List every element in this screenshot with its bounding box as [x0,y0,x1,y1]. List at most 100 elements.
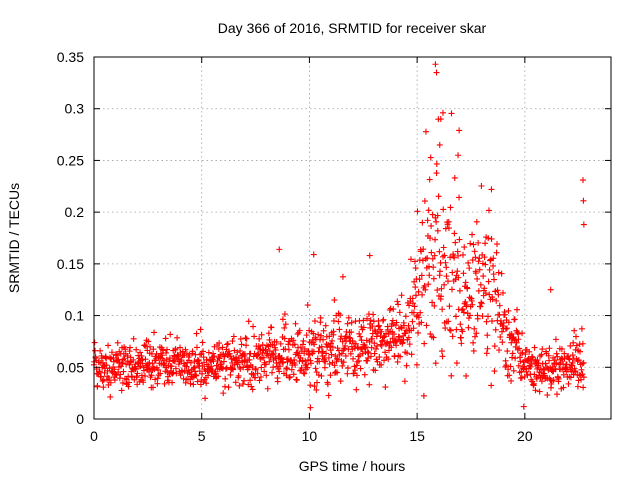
data-point [444,278,451,285]
data-point [554,353,561,360]
data-point [331,297,338,304]
data-point [237,335,244,342]
data-point [460,270,467,277]
data-point [487,257,494,264]
data-point [482,240,489,247]
data-point [488,318,495,325]
data-point [333,355,340,362]
data-point [286,374,293,381]
data-point [517,358,524,365]
data-point [466,312,473,319]
data-point [534,357,541,364]
data-point [149,360,156,367]
data-point [344,370,351,377]
data-point [108,349,115,356]
data-point [353,386,360,393]
data-point [274,378,281,385]
data-point [190,365,197,372]
data-point [249,386,256,393]
data-point [477,303,484,310]
data-point [258,364,265,371]
data-point [364,315,371,322]
data-point [442,259,449,266]
data-point [281,311,288,318]
data-point [574,383,581,390]
data-point [247,377,254,384]
data-point [397,353,404,360]
data-point [254,351,261,358]
data-point [446,303,453,310]
data-point [313,386,320,393]
data-point [411,303,418,310]
data-point [466,265,473,272]
data-point [98,373,105,380]
data-point [547,286,554,293]
data-point [519,349,526,356]
data-point [187,380,194,387]
data-point [403,362,410,369]
data-point [499,322,506,329]
data-point [436,141,443,148]
data-point [394,358,401,365]
data-point [497,334,504,341]
data-point [142,373,149,380]
data-point [492,326,499,333]
data-point [276,368,283,375]
data-point [320,336,327,343]
data-point [114,352,121,359]
data-point [330,317,337,324]
data-point [474,315,481,322]
data-point [490,271,497,278]
data-point [509,354,516,361]
data-point [550,376,557,383]
data-point [478,182,485,189]
data-point [107,393,114,400]
data-point [424,217,431,224]
data-point [270,364,277,371]
data-point [175,353,182,360]
data-point [393,337,400,344]
data-point [307,382,314,389]
data-point [132,365,139,372]
data-point [194,378,201,385]
data-point [567,374,574,381]
data-point [235,372,242,379]
data-point [345,314,352,321]
data-point [430,275,437,282]
data-point [243,342,250,349]
data-point [579,177,586,184]
data-point [488,382,495,389]
data-point [240,364,247,371]
data-point [490,262,497,269]
data-point [382,384,389,391]
data-point [476,266,483,273]
data-point [430,334,437,341]
data-point [276,246,283,253]
data-point [329,337,336,344]
data-point [277,363,284,370]
data-point [229,338,236,345]
data-point [193,372,200,379]
data-point [380,334,387,341]
data-point [130,356,137,363]
data-point [146,368,153,375]
data-point [506,372,513,379]
data-point [531,344,538,351]
data-point [499,289,506,296]
data-point [414,208,421,215]
data-point [174,334,181,341]
data-point [318,332,325,339]
data-point [197,326,204,333]
data-point [255,343,262,350]
data-point [434,287,441,294]
data-point [222,375,229,382]
data-point [443,264,450,271]
data-point [518,374,525,381]
data-point [419,291,426,298]
data-point [483,318,490,325]
data-point [127,344,134,351]
data-point [284,365,291,372]
data-point [355,344,362,351]
data-point [148,372,155,379]
data-point [298,364,305,371]
